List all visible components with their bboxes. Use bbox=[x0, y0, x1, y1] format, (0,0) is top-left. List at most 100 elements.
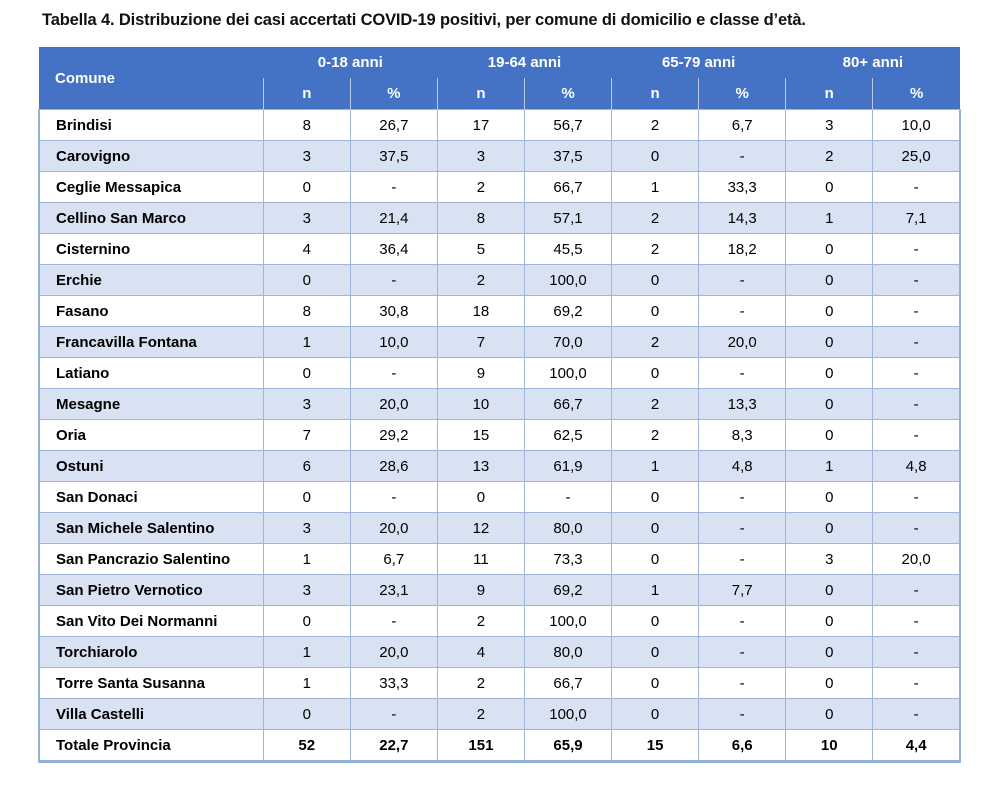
table-row: Carovigno 3 37,5 3 37,5 0-2 25,0 bbox=[37, 140, 962, 172]
value-cell: 10 bbox=[436, 388, 525, 420]
value-cell: - bbox=[349, 698, 438, 730]
comune-cell: Ceglie Messapica bbox=[37, 171, 264, 203]
value-cell: 8 bbox=[262, 109, 351, 141]
value-cell: 0 bbox=[785, 357, 874, 389]
value-cell: 36,4 bbox=[349, 233, 438, 265]
table-row: San Vito Dei Normanni 0-2 100,0 0-0- bbox=[37, 605, 962, 637]
value-cell: 0 bbox=[611, 636, 700, 668]
value-cell: 25,0 bbox=[872, 140, 962, 172]
value-cell: 10 bbox=[785, 729, 874, 763]
value-cell: - bbox=[872, 512, 962, 544]
value-cell: 2 bbox=[785, 140, 874, 172]
value-cell: 1 bbox=[785, 202, 874, 234]
value-cell: 18,2 bbox=[698, 233, 787, 265]
value-cell: 2 bbox=[436, 667, 525, 699]
value-cell: 4,4 bbox=[872, 729, 962, 763]
value-cell: 2 bbox=[611, 326, 700, 358]
value-cell: 0 bbox=[785, 233, 874, 265]
column-header-age-65-79: 65-79 anni bbox=[611, 47, 786, 78]
comune-cell: San Pancrazio Salentino bbox=[37, 543, 264, 575]
value-cell: 17 bbox=[436, 109, 525, 141]
value-cell: 0 bbox=[262, 171, 351, 203]
comune-cell: Torre Santa Susanna bbox=[37, 667, 264, 699]
value-cell: 0 bbox=[785, 605, 874, 637]
value-cell: - bbox=[698, 698, 787, 730]
value-cell: - bbox=[872, 698, 962, 730]
table-header: Comune 0-18 anni 19-64 anni 65-79 anni 8… bbox=[39, 47, 960, 110]
subheader-percent: % bbox=[872, 78, 960, 110]
comune-cell: San Donaci bbox=[37, 481, 264, 513]
value-cell: - bbox=[698, 264, 787, 296]
value-cell: 0 bbox=[262, 264, 351, 296]
value-cell: 0 bbox=[611, 667, 700, 699]
value-cell: - bbox=[698, 512, 787, 544]
value-cell: 3 bbox=[262, 140, 351, 172]
value-cell: 100,0 bbox=[523, 698, 613, 730]
column-header-age-0-18: 0-18 anni bbox=[263, 47, 438, 78]
value-cell: 2 bbox=[611, 419, 700, 451]
value-cell: 22,7 bbox=[349, 729, 438, 763]
table-row: San Michele Salentino 3 20,0 12 80,0 0-0- bbox=[37, 512, 962, 544]
value-cell: 100,0 bbox=[523, 605, 613, 637]
value-cell: - bbox=[872, 667, 962, 699]
value-cell: 1 bbox=[611, 574, 700, 606]
comune-cell: Latiano bbox=[37, 357, 264, 389]
value-cell: 3 bbox=[785, 109, 874, 141]
table-row: Cellino San Marco 3 21,4 8 57,1 2 14,3 1 7,1 bbox=[37, 202, 962, 234]
subheader-n: n bbox=[262, 78, 351, 110]
value-cell: 26,7 bbox=[349, 109, 438, 141]
value-cell: - bbox=[872, 481, 962, 513]
value-cell: 0 bbox=[785, 574, 874, 606]
value-cell: 0 bbox=[611, 295, 700, 327]
value-cell: 2 bbox=[436, 171, 525, 203]
comune-cell: Ostuni bbox=[37, 450, 264, 482]
value-cell: 100,0 bbox=[523, 357, 613, 389]
value-cell: 21,4 bbox=[349, 202, 438, 234]
value-cell: 2 bbox=[611, 388, 700, 420]
value-cell: - bbox=[872, 295, 962, 327]
value-cell: 6,7 bbox=[698, 109, 787, 141]
value-cell: - bbox=[698, 295, 787, 327]
value-cell: - bbox=[349, 481, 438, 513]
value-cell: 7 bbox=[262, 419, 351, 451]
value-cell: 7 bbox=[436, 326, 525, 358]
value-cell: - bbox=[349, 264, 438, 296]
age-group-header-row: Comune 0-18 anni 19-64 anni 65-79 anni 8… bbox=[39, 47, 960, 110]
value-cell: 6,7 bbox=[349, 543, 438, 575]
value-cell: - bbox=[698, 667, 787, 699]
value-cell: 0 bbox=[611, 481, 700, 513]
value-cell: 4 bbox=[262, 233, 351, 265]
value-cell: - bbox=[872, 574, 962, 606]
comune-cell: San Pietro Vernotico bbox=[37, 574, 264, 606]
value-cell: 73,3 bbox=[523, 543, 613, 575]
value-cell: 0 bbox=[785, 171, 874, 203]
value-cell: 15 bbox=[611, 729, 700, 763]
value-cell: 0 bbox=[262, 481, 351, 513]
value-cell: 0 bbox=[785, 481, 874, 513]
value-cell: - bbox=[872, 233, 962, 265]
table-row: San Pietro Vernotico 3 23,1 9 69,2 1 7,7 0- bbox=[37, 574, 962, 606]
value-cell: 0 bbox=[262, 605, 351, 637]
value-cell: 30,8 bbox=[349, 295, 438, 327]
value-cell: 3 bbox=[436, 140, 525, 172]
value-cell: 2 bbox=[436, 605, 525, 637]
value-cell: 4,8 bbox=[698, 450, 787, 482]
comune-cell: San Vito Dei Normanni bbox=[37, 605, 264, 637]
value-cell: 0 bbox=[611, 698, 700, 730]
value-cell: 3 bbox=[262, 512, 351, 544]
value-cell: - bbox=[698, 357, 787, 389]
table-row: Latiano 0-9 100,0 0-0- bbox=[37, 357, 962, 389]
value-cell: - bbox=[349, 605, 438, 637]
value-cell: 20,0 bbox=[349, 388, 438, 420]
value-cell: 0 bbox=[785, 264, 874, 296]
value-cell: 0 bbox=[262, 357, 351, 389]
table-row: San Pancrazio Salentino 1 6,7 11 73,3 0-3 20,0 bbox=[37, 543, 962, 575]
value-cell: 2 bbox=[436, 264, 525, 296]
value-cell: 20,0 bbox=[349, 512, 438, 544]
table-body: Brindisi 8 26,7 17 56,7 2 6,7 3 10,0 Carovigno 3 37… bbox=[37, 109, 962, 763]
value-cell: 0 bbox=[611, 605, 700, 637]
value-cell: 18 bbox=[436, 295, 525, 327]
value-cell: 9 bbox=[436, 574, 525, 606]
value-cell: 7,7 bbox=[698, 574, 787, 606]
